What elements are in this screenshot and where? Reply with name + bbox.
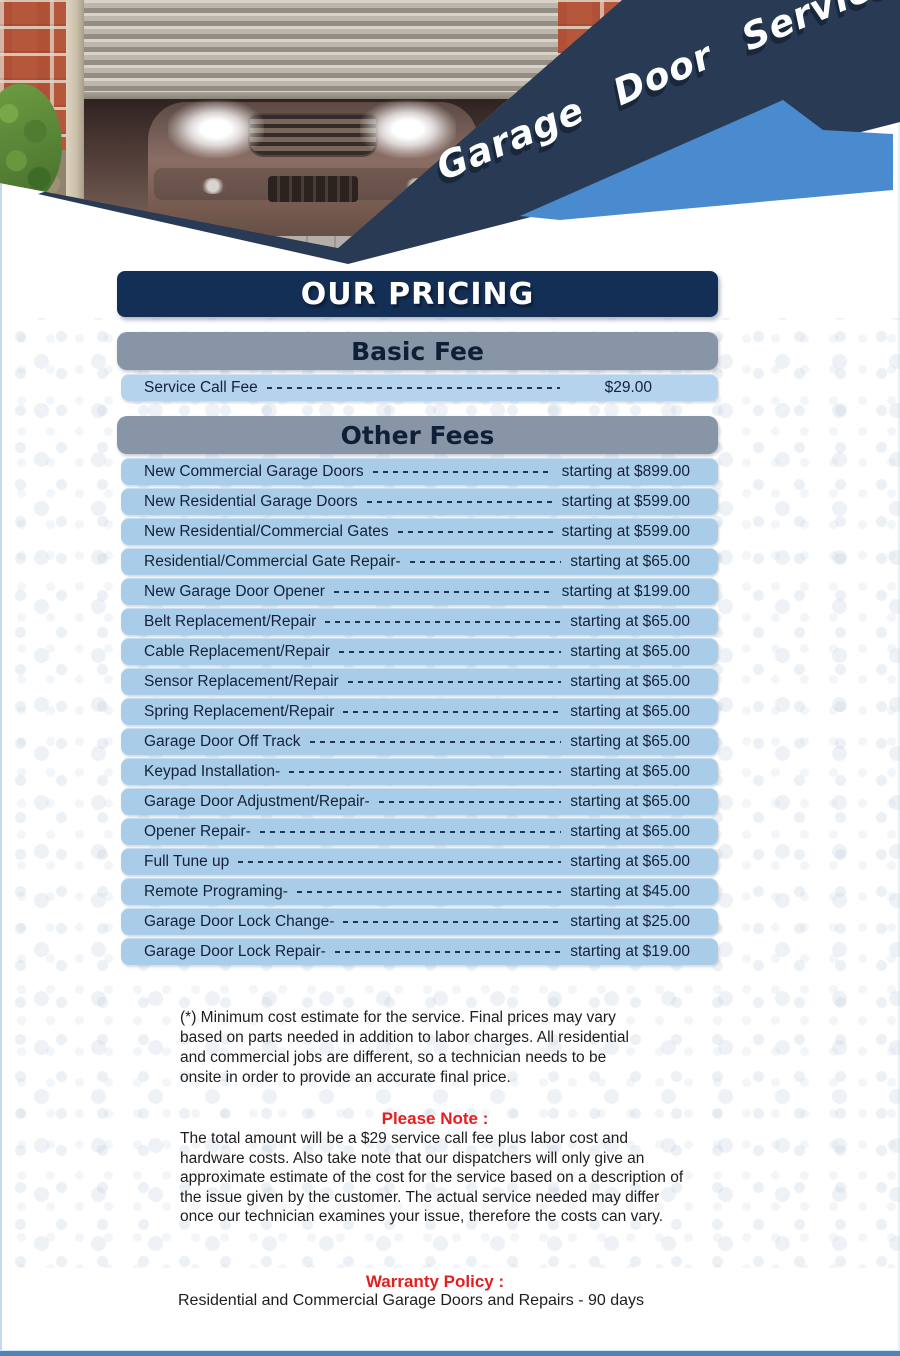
fee-price: starting at $65.00 <box>570 642 690 660</box>
fee-price: starting at $45.00 <box>570 882 690 900</box>
dash-leader <box>325 620 562 623</box>
fee-label: Garage Door Off Track <box>144 732 301 750</box>
fee-row: Sensor Replacement/Repair starting at $6… <box>121 668 718 695</box>
other-fees-header-text: Other Fees <box>340 420 495 450</box>
dash-leader <box>339 650 562 653</box>
disclaimer-text: (*) Minimum cost estimate for the servic… <box>180 1009 629 1086</box>
fee-row: New Commercial Garage Doors starting at … <box>121 458 718 485</box>
fee-label: Spring Replacement/Repair <box>144 702 335 720</box>
car-headlight-left <box>168 100 264 158</box>
fee-label: Cable Replacement/Repair <box>144 642 331 660</box>
fee-label: Sensor Replacement/Repair <box>144 672 339 690</box>
fee-price: starting at $599.00 <box>561 522 690 540</box>
dash-leader <box>289 770 562 773</box>
other-fees-list: New Commercial Garage Doors starting at … <box>121 458 718 965</box>
fee-price: starting at $899.00 <box>561 462 690 480</box>
fee-label: Full Tune up <box>144 852 230 870</box>
dash-leader <box>266 386 560 389</box>
dash-leader <box>238 860 562 863</box>
fee-price: starting at $65.00 <box>570 552 690 570</box>
dash-leader <box>309 740 562 743</box>
fee-price: starting at $65.00 <box>570 702 690 720</box>
dash-leader <box>366 500 553 503</box>
fee-row: Keypad Installation- starting at $65.00 <box>121 758 718 785</box>
car-foglight-left <box>200 178 226 194</box>
pricing-title-bar: OUR PRICING <box>117 271 718 317</box>
car-lower-grille <box>268 176 358 202</box>
dash-leader <box>347 680 562 683</box>
fee-row: Garage Door Lock Repair- starting at $19… <box>121 938 718 965</box>
fee-row: Garage Door Off Track starting at $65.00 <box>121 728 718 755</box>
fee-label: Service Call Fee <box>144 378 258 396</box>
dash-leader <box>296 890 562 893</box>
dash-leader <box>333 590 553 593</box>
fee-label: Garage Door Lock Repair- <box>144 942 326 960</box>
please-note-body: The total amount will be a $29 service c… <box>180 1130 684 1225</box>
fee-price: starting at $199.00 <box>561 582 690 600</box>
basic-fee-header: Basic Fee <box>117 332 718 370</box>
fee-row: Belt Replacement/Repair starting at $65.… <box>121 608 718 635</box>
other-fees-header: Other Fees <box>117 416 718 454</box>
fee-row: Cable Replacement/Repair starting at $65… <box>121 638 718 665</box>
dash-leader <box>259 830 562 833</box>
garage-door-frame <box>66 0 84 248</box>
fee-price: starting at $25.00 <box>570 912 690 930</box>
please-note-heading: Please Note : <box>381 1109 489 1128</box>
car-headlight-right <box>360 100 456 158</box>
fee-label: Garage Door Adjustment/Repair- <box>144 792 370 810</box>
dash-leader <box>378 800 562 803</box>
dash-leader <box>372 470 553 473</box>
hero-header: Garage Door Service <box>0 0 900 272</box>
fee-price: starting at $65.00 <box>570 852 690 870</box>
warranty-policy-heading: Warranty Policy : <box>365 1272 505 1291</box>
fee-row: Spring Replacement/Repair starting at $6… <box>121 698 718 725</box>
green-bush <box>0 84 62 202</box>
page-right-border <box>898 0 900 1356</box>
fee-price: starting at $65.00 <box>570 792 690 810</box>
fee-price: starting at $65.00 <box>570 672 690 690</box>
fee-row: Opener Repair- starting at $65.00 <box>121 818 718 845</box>
bottom-blue-bar <box>0 1351 900 1356</box>
fee-price: starting at $65.00 <box>570 612 690 630</box>
fee-label: Keypad Installation- <box>144 762 281 780</box>
page-left-border <box>0 0 2 1356</box>
fee-label: Garage Door Lock Change- <box>144 912 335 930</box>
fee-price: $29.00 <box>604 378 652 396</box>
bottom-accent-line <box>0 1350 900 1351</box>
dash-leader <box>343 710 562 713</box>
car-grille <box>248 113 378 157</box>
fee-row: New Residential/Commercial Gates startin… <box>121 518 718 545</box>
fee-row: Garage Door Lock Change- starting at $25… <box>121 908 718 935</box>
rolled-garage-door <box>84 0 558 97</box>
fee-row: Full Tune up starting at $65.00 <box>121 848 718 875</box>
fee-row: New Garage Door Opener starting at $199.… <box>121 578 718 605</box>
fee-label: New Garage Door Opener <box>144 582 325 600</box>
fee-price: starting at $65.00 <box>570 762 690 780</box>
fee-row: Remote Programing- starting at $45.00 <box>121 878 718 905</box>
dash-leader <box>409 560 562 563</box>
dash-leader <box>334 950 562 953</box>
basic-fee-row: Service Call Fee $29.00 <box>121 374 718 401</box>
fee-row: New Residential Garage Doors starting at… <box>121 488 718 515</box>
fee-row: Residential/Commercial Gate Repair- star… <box>121 548 718 575</box>
fee-price: starting at $65.00 <box>570 822 690 840</box>
dash-leader <box>343 920 562 923</box>
fee-label: Belt Replacement/Repair <box>144 612 317 630</box>
pricing-title-text: OUR PRICING <box>300 276 535 312</box>
fee-label: Remote Programing- <box>144 882 288 900</box>
fee-label: Opener Repair- <box>144 822 251 840</box>
basic-fee-header-text: Basic Fee <box>351 336 484 366</box>
fee-label: Residential/Commercial Gate Repair- <box>144 552 401 570</box>
fee-price: starting at $65.00 <box>570 732 690 750</box>
fee-row: Garage Door Adjustment/Repair- starting … <box>121 788 718 815</box>
garage-door-bottom-edge <box>84 92 622 101</box>
fee-label: New Residential/Commercial Gates <box>144 522 389 540</box>
fee-label: New Residential Garage Doors <box>144 492 358 510</box>
dash-leader <box>397 530 553 533</box>
fee-label: New Commercial Garage Doors <box>144 462 364 480</box>
fee-price: starting at $599.00 <box>561 492 690 510</box>
fee-price: starting at $19.00 <box>570 942 690 960</box>
warranty-policy-body: Residential and Commercial Garage Doors … <box>178 1292 644 1309</box>
